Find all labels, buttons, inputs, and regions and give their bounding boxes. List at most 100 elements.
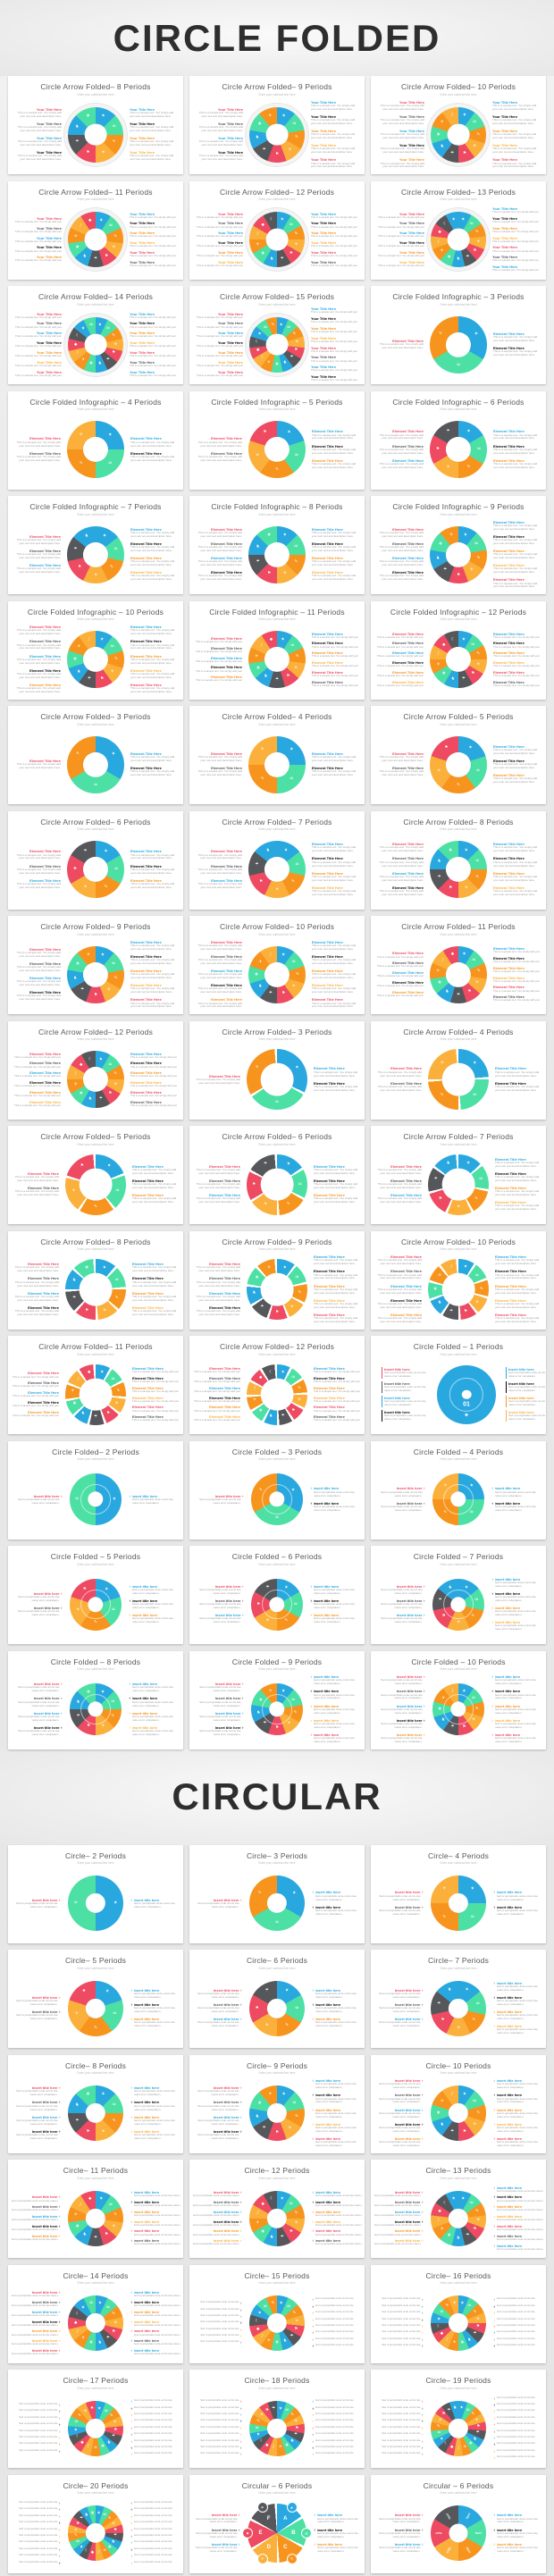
slide-thumbnail[interactable]: Circle Arrow Folded– 10 Periods Enter yo…	[189, 916, 365, 1014]
slide-body: Insert title here Sed ut perspiciatis und…	[189, 1568, 365, 1641]
slide-thumbnail[interactable]: Circle Arrow Folded– 11 Periods Enter yo…	[8, 1336, 183, 1434]
slide-thumbnail[interactable]: Circle Arrow Folded– 14 Periods Enter yo…	[8, 286, 183, 384]
slide-thumbnail[interactable]: Circle– 4 Periods Enter your subhead lin…	[371, 1844, 546, 1943]
item-description: Sed ut perspiciatis unde omnis iste natu…	[133, 2295, 180, 2298]
item-title: Your Title Here	[217, 121, 243, 126]
slide-thumbnail[interactable]: Circle Arrow Folded– 6 Periods Enter you…	[8, 810, 183, 910]
slide-thumbnail[interactable]: Circle Arrow Folded– 12 Periods Enter yo…	[8, 1020, 183, 1120]
slide-thumbnail[interactable]: Circle Arrow Folded– 10 Periods Enter yo…	[371, 1230, 546, 1330]
slide-item: ‹ Sed ut perspiciatis unde omnis iste	[130, 2540, 180, 2545]
slide-thumbnail[interactable]: Circle Arrow Folded– 3 Periods Enter you…	[189, 1020, 365, 1120]
slide-thumbnail[interactable]: Circle Arrow Folded– 9 Periods Enter you…	[8, 916, 183, 1014]
slide-thumbnail[interactable]: Circle Arrow Folded– 8 Periods Enter you…	[8, 1230, 183, 1330]
slide-thumbnail[interactable]: Circle– 19 Periods Enter your subhead li…	[371, 2370, 546, 2468]
slide-thumbnail[interactable]: Circle Folded – 9 Periods Enter your sub…	[189, 1650, 365, 1749]
item-title: Element Title Here	[130, 1061, 162, 1066]
slide-thumbnail[interactable]: Circle Folded – 7 Periods Enter your sub…	[371, 1546, 546, 1644]
slide-item: ‹ Sed ut perspiciatis unde omnis iste	[492, 2304, 543, 2309]
slide-thumbnail[interactable]: Circle Folded Infographic – 9 Periods En…	[371, 496, 546, 594]
slide-thumbnail[interactable]: Circle Folded – 3 Periods Enter your sub…	[189, 1440, 365, 1540]
slide-thumbnail[interactable]: Circle Arrow Folded– 9 Periods Enter you…	[189, 1230, 365, 1330]
items-left: Element Title Here This is a sample text.…	[191, 635, 242, 684]
slide-thumbnail[interactable]: Circle– 18 Periods Enter your subhead li…	[189, 2370, 365, 2468]
slide-thumbnail[interactable]: Circle Folded – 8 Periods Enter your sub…	[8, 1650, 183, 1749]
slide-item: Element Title Here This is a sample text.…	[132, 1262, 183, 1273]
slide-body: Your Title Here This is a sample text. Yo…	[8, 203, 183, 276]
item-description: Sed ut perspiciatis unde omnis iste	[315, 2425, 354, 2429]
slide-thumbnail[interactable]: Circle Folded– 2 Periods Enter your subh…	[8, 1440, 183, 1540]
slide-thumbnail[interactable]: Circle Arrow Folded– 12 Periods Enter yo…	[189, 180, 365, 280]
slide-thumbnail[interactable]: Circular – 6 Periods Enter your subhead …	[371, 2474, 546, 2573]
slide-thumbnail[interactable]: Circle– 2 Periods Enter your subhead lin…	[8, 1844, 183, 1943]
slide-thumbnail[interactable]: Circle Arrow Folded– 6 Periods Enter you…	[189, 1126, 365, 1224]
slide-thumbnail[interactable]: Circle– 15 Periods Enter your subhead li…	[189, 2264, 365, 2363]
slide-thumbnail[interactable]: Circle Arrow Folded– 12 Periods Enter yo…	[189, 1336, 365, 1434]
slide-thumbnail[interactable]: Circle Folded – 5 Periods Enter your sub…	[8, 1546, 183, 1644]
slide-thumbnail[interactable]: Circle Folded – 4 Periods Enter your sub…	[371, 1440, 546, 1540]
item-description: This is a sample text. You simply add yo…	[17, 155, 62, 162]
item-text: Insert title here Sed ut perspiciatis und…	[497, 1995, 543, 2007]
slide-thumbnail[interactable]: Circle Arrow Folded– 15 Periods Enter yo…	[189, 286, 365, 384]
slide-thumbnail[interactable]: Circle Folded Infographic – 11 Periods E…	[189, 600, 365, 700]
slide-thumbnail[interactable]: Circle Folded Infographic – 6 Periods En…	[371, 390, 546, 490]
slide-thumbnail[interactable]: Circle– 12 Periods Enter your subhead li…	[189, 2160, 365, 2258]
slide-thumbnail[interactable]: Circle Arrow Folded– 7 Periods Enter you…	[371, 1126, 546, 1224]
slide-title: Circle– 10 Periods	[425, 2060, 491, 2070]
slide-thumbnail[interactable]: Circle Folded Infographic – 3 Periods En…	[371, 286, 546, 384]
slide-thumbnail[interactable]: Circle– 20 Periods Enter your subhead li…	[8, 2474, 183, 2573]
slide-thumbnail[interactable]: Circle Folded – 10 Periods Enter your su…	[371, 1650, 546, 1749]
slide-thumbnail[interactable]: Circle Arrow Folded– 11 Periods Enter yo…	[371, 916, 546, 1014]
slide-thumbnail[interactable]: Circle– 5 Periods Enter your subhead lin…	[8, 1950, 183, 2048]
slide-thumbnail[interactable]: Circle Arrow Folded– 4 Periods Enter you…	[189, 706, 365, 804]
slide-thumbnail[interactable]: Circle Folded – 1 Periods Enter your sub…	[371, 1336, 546, 1434]
slide-thumbnail[interactable]: Circle Arrow Folded– 5 Periods Enter you…	[371, 706, 546, 804]
slide-thumbnail[interactable]: Circle Folded Infographic – 8 Periods En…	[189, 496, 365, 594]
slide-thumbnail[interactable]: Circle Arrow Folded– 7 Periods Enter you…	[189, 810, 365, 910]
slide-thumbnail[interactable]: Circle Arrow Folded– 8 Periods Enter you…	[371, 810, 546, 910]
slide-thumbnail[interactable]: Circle Arrow Folded– 8 Periods Enter you…	[8, 76, 183, 174]
slide-thumbnail[interactable]: Circle– 16 Periods Enter your subhead li…	[371, 2264, 546, 2363]
period-number: 01	[463, 1401, 470, 1408]
slide-thumbnail[interactable]: Circle– 6 Periods Enter your subhead lin…	[189, 1950, 365, 2048]
slide-item: Element Title Here This is a sample text.…	[371, 1298, 422, 1310]
slide-thumbnail[interactable]: Circle Folded – 6 Periods Enter your sub…	[189, 1546, 365, 1644]
slide-thumbnail[interactable]: Circle– 10 Periods Enter your subhead li…	[371, 2054, 546, 2153]
slide-thumbnail[interactable]: Circle– 9 Periods Enter your subhead lin…	[189, 2054, 365, 2153]
slide-thumbnail[interactable]: Circle Folded Infographic – 10 Periods E…	[8, 600, 183, 700]
slide-thumbnail[interactable]: Circle– 11 Periods Enter your subhead li…	[8, 2160, 183, 2258]
slide-thumbnail[interactable]: Circle– 7 Periods Enter your subhead lin…	[371, 1950, 546, 2048]
slide-thumbnail[interactable]: Circle– 3 Periods Enter your subhead lin…	[189, 1844, 365, 1943]
slide-thumbnail[interactable]: Circle Arrow Folded– 9 Periods Enter you…	[189, 76, 365, 174]
item-title: Insert title here	[31, 2114, 58, 2119]
slide-thumbnail[interactable]: Circle Folded Infographic – 4 Periods En…	[8, 390, 183, 490]
slide-thumbnail[interactable]: Circle Folded Infographic – 12 Periods E…	[371, 600, 546, 700]
slide-thumbnail[interactable]: Circular – 6 Periods Enter your subhead …	[189, 2474, 365, 2573]
item-text: Element Title Here This is a sample text.…	[132, 1193, 179, 1204]
segment-icon: ⚑	[471, 671, 475, 676]
slide-thumbnail[interactable]: Circle Folded Infographic – 5 Periods En…	[189, 390, 365, 490]
slide-item: Element Title Here This is a sample text.…	[189, 1276, 240, 1288]
slide-item: Element Title Here This is a sample text.…	[130, 1052, 181, 1060]
slide-thumbnail[interactable]: Circle Folded Infographic – 7 Periods En…	[8, 496, 183, 594]
slide-thumbnail[interactable]: Circle– 17 Periods Enter your subhead li…	[8, 2370, 183, 2468]
slide-thumbnail[interactable]: Circle– 8 Periods Enter your subhead lin…	[8, 2054, 183, 2153]
segment-icon: ✉	[108, 1062, 113, 1068]
item-description: This is a sample text. You simply add yo…	[132, 1266, 177, 1273]
segment-icon: ☂	[280, 256, 284, 262]
slide-subtitle: Enter your subhead line here	[77, 512, 114, 516]
slide-thumbnail[interactable]: Circle Arrow Folded– 11 Periods Enter yo…	[8, 180, 183, 280]
item-title: Element Title Here	[130, 939, 162, 944]
slide-item: Sed ut perspiciatis unde omnis iste ›	[192, 2314, 243, 2319]
slide-thumbnail[interactable]: Circle– 13 Periods Enter your subhead li…	[371, 2160, 546, 2258]
donut-hole	[85, 1892, 106, 1914]
slide-thumbnail[interactable]: Circle Arrow Folded– 5 Periods Enter you…	[8, 1126, 183, 1224]
slide-title: Circle Folded Infographic – 12 Periods	[390, 607, 527, 617]
slide-thumbnail[interactable]: Circle Arrow Folded– 13 Periods Enter yo…	[371, 180, 546, 280]
item-title: Insert title here	[133, 2100, 160, 2105]
slide-thumbnail[interactable]: Circle Arrow Folded– 4 Periods Enter you…	[371, 1020, 546, 1120]
slide-thumbnail[interactable]: Circle– 14 Periods Enter your subhead li…	[8, 2264, 183, 2363]
segment-icon: ☂	[93, 256, 98, 262]
item-text: Insert title here Sed ut perspiciatis und…	[315, 2200, 362, 2208]
slide-thumbnail[interactable]: Circle Arrow Folded– 10 Periods Enter yo…	[371, 76, 546, 174]
slide-thumbnail[interactable]: Circle Arrow Folded– 3 Periods Enter you…	[8, 706, 183, 804]
